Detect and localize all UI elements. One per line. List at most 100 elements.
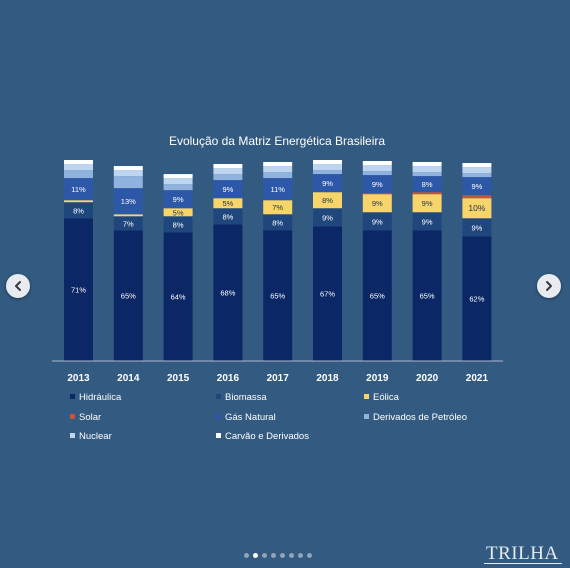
legend-swatch-nuclear: [70, 433, 75, 438]
bar-segment-e-lica-2017: [263, 200, 293, 215]
data-label-g-s-natural-2014: 13%: [121, 197, 136, 206]
bar-segment-biomassa-2014: [113, 216, 143, 231]
bar-segment-derivados-de-petr-leo-2020: [412, 172, 442, 177]
data-label-biomassa-2013: 8%: [73, 206, 84, 215]
bar-segment-biomassa-2018: [313, 208, 342, 227]
x-tick-label-2019: 2019: [366, 373, 389, 384]
bar-segment-hidr-ulica-2019: [362, 230, 392, 361]
bar-segment-derivados-de-petr-leo-2016: [213, 174, 243, 181]
bar-segment-hidr-ulica-2017: [263, 230, 293, 361]
data-label-biomassa-2016: 8%: [222, 212, 233, 221]
bar-segment-hidr-ulica-2014: [113, 230, 143, 361]
legend-swatch-biomassa: [216, 394, 221, 399]
brand-logo: TRILHA: [486, 543, 559, 564]
data-label-g-s-natural-2021: 9%: [471, 182, 482, 191]
data-label-hidr-ulica-2019: 65%: [370, 292, 385, 301]
previous-slide-button[interactable]: [6, 274, 30, 298]
data-label-biomassa-2015: 8%: [173, 220, 184, 229]
bar-segment-e-lica-2021: [462, 198, 492, 219]
data-label-g-s-natural-2019: 9%: [372, 180, 383, 189]
carousel-dot[interactable]: [289, 553, 294, 558]
bar-segment-hidr-ulica-2020: [412, 230, 442, 361]
chart-title: Evolução da Matriz Energética Brasileira: [169, 134, 385, 148]
chevron-right-icon: [546, 281, 552, 291]
legend-label-carv-o-e-derivados: Carvão e Derivados: [225, 431, 309, 442]
bar-segment-e-lica-2014: [113, 214, 143, 217]
x-tick-label-2014: 2014: [117, 373, 140, 384]
legend-label-derivados-de-petr-leo: Derivados de Petróleo: [373, 412, 467, 423]
bar-segment-carv-o-e-derivados-2021: [462, 163, 492, 168]
brand-underline: [484, 563, 562, 564]
bar-segment-carv-o-e-derivados-2018: [313, 160, 342, 165]
bar-segment-nuclear-2020: [412, 166, 442, 173]
bar-segment-biomassa-2019: [362, 212, 392, 231]
data-label-e-lica-2017: 7%: [272, 203, 283, 212]
bar-segment-e-lica-2015: [163, 208, 193, 217]
bar-segment-nuclear-2021: [462, 167, 492, 174]
legend-swatch-solar: [70, 414, 75, 419]
legend-label-solar: Solar: [79, 412, 101, 423]
bar-segment-nuclear-2015: [163, 178, 193, 185]
bar-segment-carv-o-e-derivados-2013: [64, 160, 93, 165]
bar-segment-derivados-de-petr-leo-2018: [313, 170, 342, 175]
data-label-e-lica-2016: 5%: [222, 199, 233, 208]
carousel-dot[interactable]: [280, 553, 285, 558]
bar-segment-nuclear-2013: [64, 164, 93, 171]
bar-segment-g-s-natural-2020: [412, 176, 442, 193]
data-label-hidr-ulica-2013: 71%: [71, 286, 86, 295]
legend-label-e-lica: Eólica: [373, 392, 400, 403]
data-label-hidr-ulica-2015: 64%: [171, 293, 186, 302]
bar-segment-solar-2019: [362, 193, 392, 195]
bar-segment-derivados-de-petr-leo-2019: [362, 171, 392, 176]
bar-segment-carv-o-e-derivados-2020: [412, 162, 442, 167]
bar-segment-biomassa-2016: [213, 208, 243, 225]
legend-label-hidr-ulica: Hidráulica: [79, 392, 122, 403]
bar-segment-g-s-natural-2021: [462, 177, 492, 196]
legend-swatch-g-s-natural: [216, 414, 221, 419]
data-label-e-lica-2015: 5%: [173, 208, 184, 217]
x-tick-label-2015: 2015: [167, 373, 190, 384]
bar-segment-biomassa-2015: [163, 216, 193, 233]
bar-segment-g-s-natural-2017: [263, 178, 293, 201]
bar-segment-nuclear-2017: [263, 166, 293, 173]
bar-segment-biomassa-2013: [64, 202, 93, 219]
x-tick-label-2013: 2013: [67, 373, 90, 384]
bar-segment-nuclear-2019: [362, 165, 392, 172]
bar-segment-hidr-ulica-2015: [163, 232, 193, 361]
data-label-hidr-ulica-2016: 68%: [220, 289, 235, 298]
carousel-dot[interactable]: [253, 553, 258, 558]
bar-segment-g-s-natural-2015: [163, 190, 193, 209]
legend-swatch-derivados-de-petr-leo: [364, 414, 369, 419]
bar-segment-derivados-de-petr-leo-2015: [163, 184, 193, 191]
next-slide-button[interactable]: [537, 274, 561, 298]
bar-segment-derivados-de-petr-leo-2013: [64, 170, 93, 179]
bar-segment-solar-2020: [412, 192, 442, 195]
bar-segment-carv-o-e-derivados-2019: [362, 161, 392, 166]
bar-segment-e-lica-2013: [64, 200, 93, 203]
carousel-dot[interactable]: [298, 553, 303, 558]
carousel-dot[interactable]: [262, 553, 267, 558]
bar-segment-solar-2021: [462, 195, 492, 199]
legend-label-g-s-natural: Gás Natural: [225, 412, 276, 423]
x-tick-labels: 2013 2014 2015 2016 2017 2018 2019 2020 2021: [67, 373, 488, 384]
bar-segment-biomassa-2020: [412, 212, 442, 231]
legend-label-biomassa: Biomassa: [225, 392, 267, 403]
data-label-g-s-natural-2013: 11%: [71, 185, 86, 194]
carousel-dots: [244, 553, 312, 558]
bar-segment-carv-o-e-derivados-2016: [213, 164, 243, 169]
legend: Hidráulica Biomassa Eólica Solar Gás Natural…: [70, 392, 467, 442]
data-label-g-s-natural-2017: 11%: [270, 185, 285, 194]
bar-segment-e-lica-2019: [362, 194, 392, 213]
data-label-hidr-ulica-2021: 62%: [469, 295, 484, 304]
data-label-biomassa-2020: 9%: [422, 217, 433, 226]
carousel-dot[interactable]: [244, 553, 249, 558]
bar-segment-carv-o-e-derivados-2017: [263, 162, 293, 167]
carousel-dot[interactable]: [307, 553, 312, 558]
bar-segment-nuclear-2014: [113, 170, 143, 177]
carousel-dot[interactable]: [271, 553, 276, 558]
bar-segment-nuclear-2016: [213, 168, 243, 175]
x-tick-label-2020: 2020: [416, 373, 439, 384]
data-label-biomassa-2021: 9%: [471, 223, 482, 232]
legend-swatch-hidr-ulica: [70, 394, 75, 399]
